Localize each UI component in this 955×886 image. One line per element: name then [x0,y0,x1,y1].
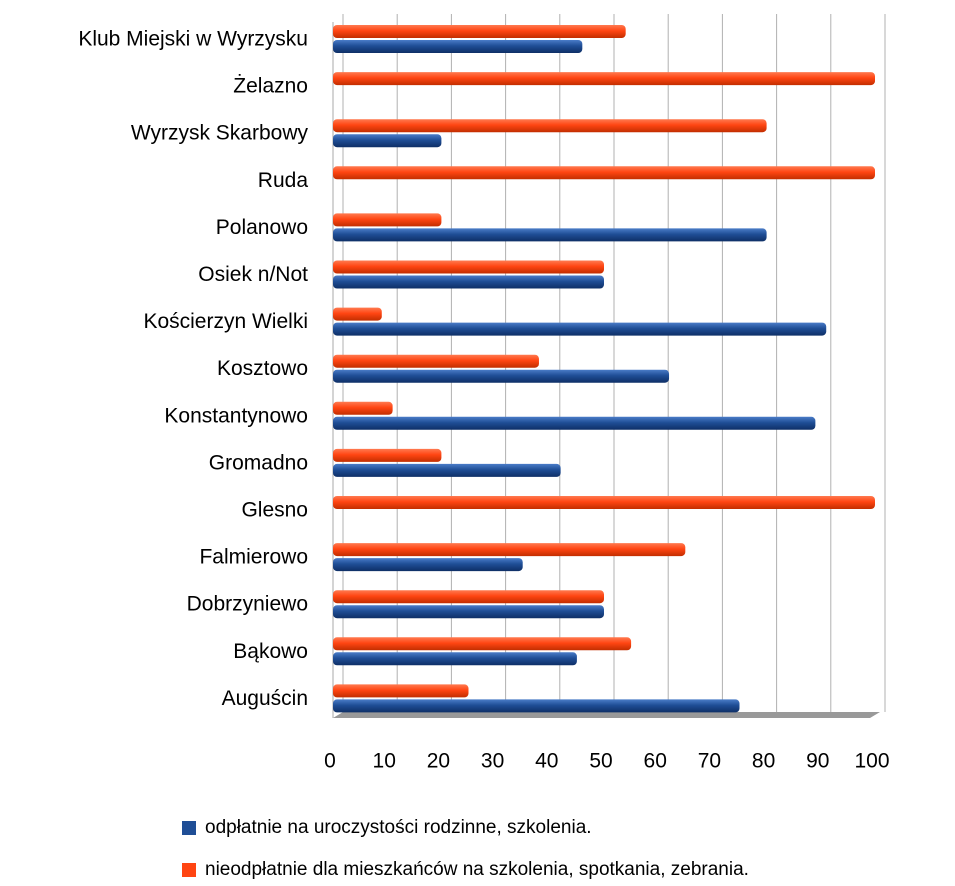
bar [333,448,442,462]
x-tick-label: 30 [481,750,504,773]
bar [333,307,382,321]
y-tick-label: Konstantynowo [164,404,308,427]
legend-swatch [182,863,196,877]
bar [333,275,604,289]
y-tick-label: Gromadno [209,451,308,474]
bar [333,134,442,148]
y-tick-label: Żelazno [233,75,308,98]
x-tick-label: 70 [698,750,721,773]
y-tick-label: Klub Miejski w Wyrzysku [78,28,308,51]
bar [333,416,816,430]
bar [333,166,875,180]
bar [333,322,827,336]
x-tick-label: 20 [427,750,450,773]
y-tick-label: Ruda [258,169,309,192]
x-tick-label: 40 [535,750,558,773]
x-tick-label: 60 [644,750,667,773]
x-tick-label: 0 [324,750,336,773]
x-tick-label: 10 [373,750,396,773]
legend-label: nieodpłatnie dla mieszkańców na szkoleni… [205,859,749,880]
y-tick-label: Auguścin [222,687,308,710]
bar [333,652,577,666]
bar [333,543,686,557]
bar [333,463,561,477]
legend-swatch [182,821,196,835]
bar [333,25,626,38]
bar [333,590,604,604]
y-tick-label: Bąkowo [233,640,308,663]
y-tick-label: Dobrzyniewo [187,593,308,616]
y-tick-label: Kościerzyn Wielki [143,310,308,333]
x-tick-label: 100 [854,750,889,773]
bar [333,213,442,227]
x-tick-label: 50 [589,750,612,773]
bar [333,558,523,572]
bar [333,354,539,368]
bar [333,369,670,383]
y-tick-label: Wyrzysk Skarbowy [131,122,309,145]
bar [333,40,583,53]
y-tick-label: Polanowo [216,216,308,239]
bar [333,401,393,415]
bar [333,684,469,698]
floor [333,712,880,718]
bar [333,605,604,619]
y-tick-label: Glesno [241,499,308,522]
bar [333,228,767,242]
bar [333,260,604,274]
bar [333,72,875,86]
y-tick-label: Kosztowo [217,357,308,380]
y-tick-label: Osiek n/Not [198,263,308,286]
x-tick-label: 80 [752,750,775,773]
x-tick-label: 90 [806,750,829,773]
bar [333,699,740,713]
bar [333,637,632,651]
bar [333,496,875,509]
bar [333,119,767,133]
y-tick-label: Falmierowo [199,546,308,569]
legend-label: odpłatnie na uroczystości rodzinne, szko… [205,817,592,838]
